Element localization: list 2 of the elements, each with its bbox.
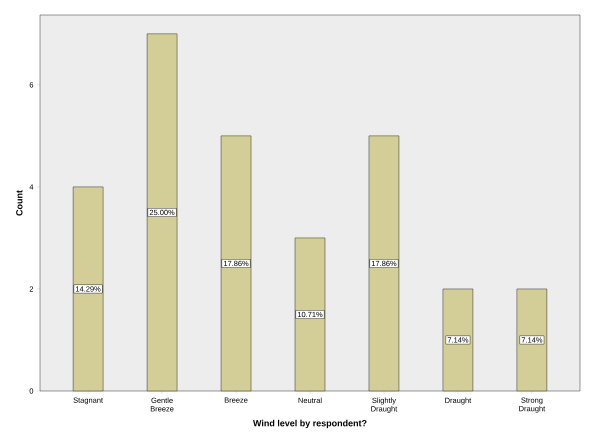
y-axis-title: Count <box>16 190 22 216</box>
x-axis-title: Wind level by respondent? <box>253 420 366 428</box>
